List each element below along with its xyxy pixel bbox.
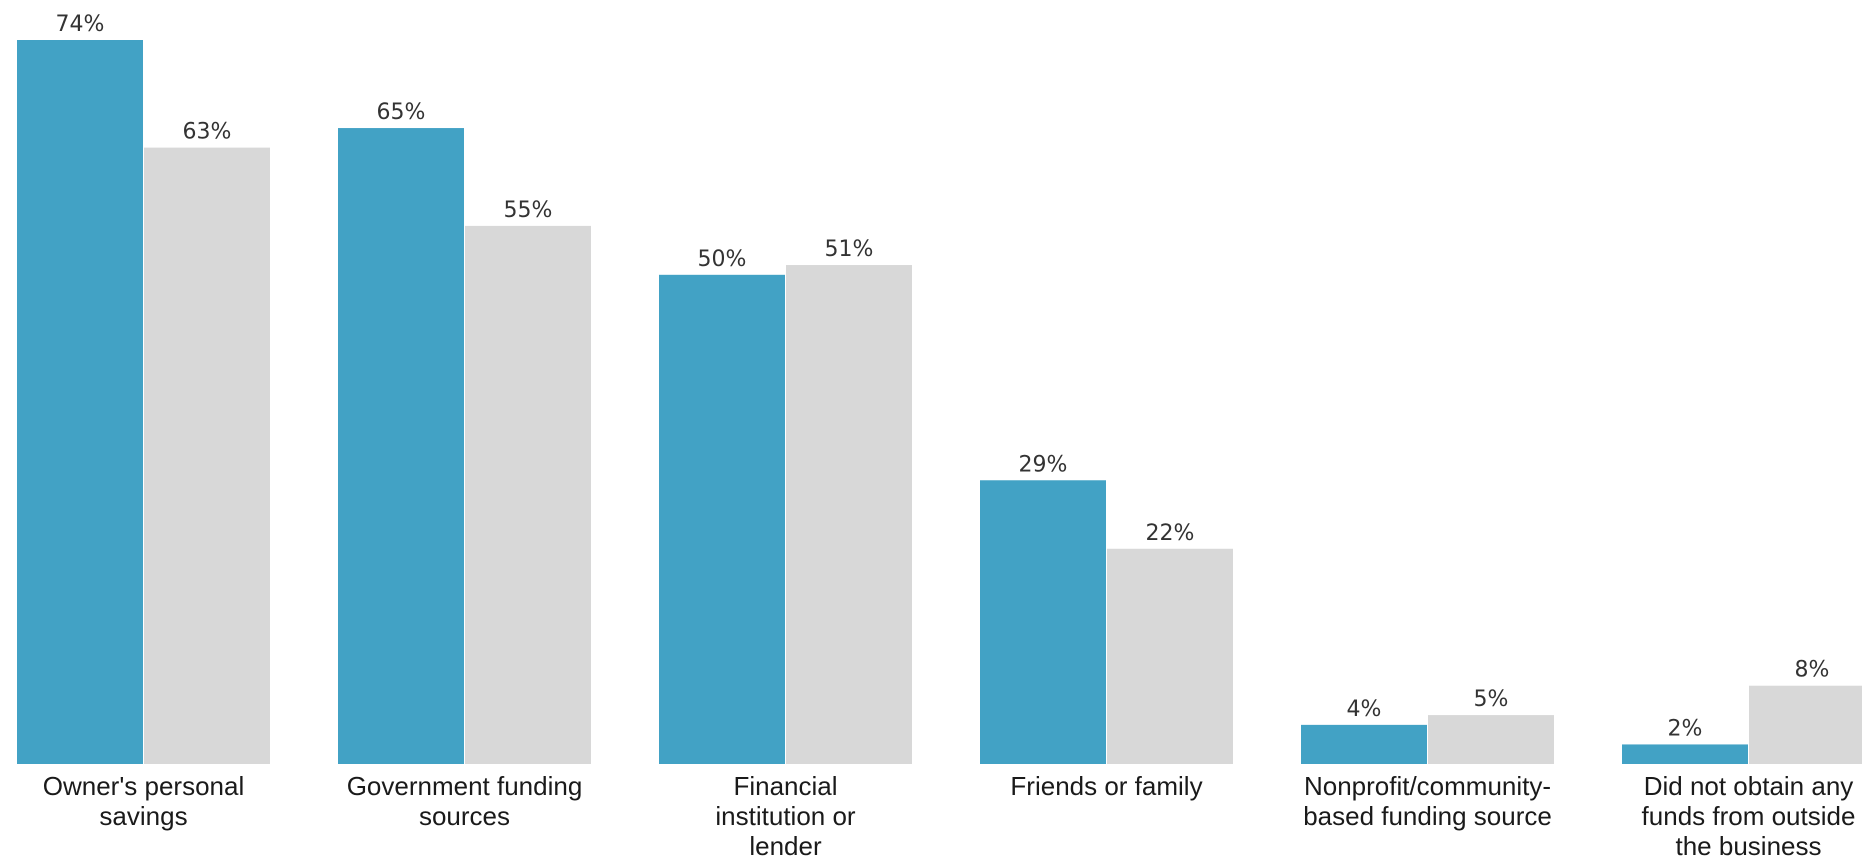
category-label-6: Did not obtain any funds from outside the … [1642, 771, 1856, 857]
category-label-line: Government funding [347, 771, 583, 801]
value-label-series2-cat3: 51% [825, 237, 874, 262]
value-label-series2-cat4: 22% [1146, 521, 1195, 546]
bar-series1-cat4 [980, 480, 1106, 764]
bar-series1-cat5 [1301, 724, 1427, 764]
category-label-line: Financial [733, 771, 837, 801]
bar-series2-cat4 [1107, 548, 1233, 764]
category-label-line: Friends or family [1010, 771, 1202, 801]
category-label-line: the business [1676, 831, 1822, 857]
bars-group [17, 40, 1862, 764]
category-labels-group: Owner's personal savings Government fundin… [43, 771, 1856, 857]
bar-series1-cat6 [1622, 744, 1748, 764]
category-label-line: sources [419, 801, 510, 831]
category-label-5: Nonprofit/community-based funding source [1303, 771, 1552, 831]
category-label-line: based funding source [1303, 801, 1552, 831]
bar-series2-cat6 [1749, 685, 1862, 764]
bar-series1-cat1 [17, 40, 143, 764]
category-label-3: Financial institution or lender [715, 771, 856, 857]
category-label-line: Owner's personal [43, 771, 245, 801]
category-label-line: funds from outside [1642, 801, 1856, 831]
value-label-series2-cat1: 63% [183, 120, 232, 145]
bar-series2-cat1 [144, 147, 270, 764]
category-label-line: lender [749, 831, 822, 857]
value-label-series1-cat4: 29% [1019, 452, 1068, 477]
category-label-4: Friends or family [1010, 771, 1202, 801]
value-label-series1-cat1: 74% [56, 12, 105, 37]
value-label-series1-cat6: 2% [1668, 716, 1703, 741]
bar-series1-cat2 [338, 128, 464, 764]
value-label-series2-cat6: 8% [1795, 658, 1830, 683]
category-label-line: Did not obtain any [1644, 771, 1854, 801]
category-label-line: savings [99, 801, 187, 831]
bar-series2-cat5 [1428, 715, 1554, 764]
value-label-series1-cat3: 50% [698, 247, 747, 272]
category-label-2: Government funding sources [347, 771, 583, 831]
bar-series2-cat3 [786, 265, 912, 764]
value-label-series2-cat2: 55% [504, 198, 553, 223]
bar-series2-cat2 [465, 225, 591, 764]
value-label-series2-cat5: 5% [1474, 687, 1509, 712]
category-label-line: institution or [715, 801, 856, 831]
category-label-line: Nonprofit/community- [1304, 771, 1551, 801]
value-label-series1-cat5: 4% [1347, 697, 1382, 722]
value-labels-group: 74% 63% 65% 55% 50% 51% 29% 22% 4% 5% 2% 8% [56, 12, 1830, 741]
category-label-1: Owner's personal savings [43, 771, 245, 831]
value-label-series1-cat2: 65% [377, 100, 426, 125]
bar-series1-cat3 [659, 274, 785, 764]
